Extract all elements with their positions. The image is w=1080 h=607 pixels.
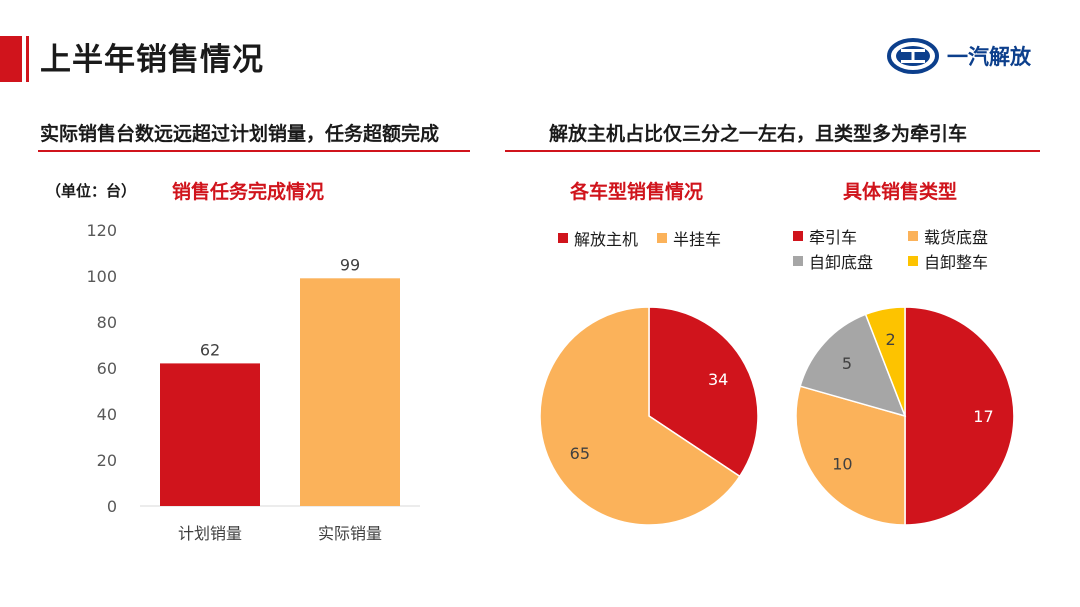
y-tick-label: 0 [107, 497, 117, 516]
legend-label: 自卸整车 [924, 253, 989, 272]
right-section-heading: 解放主机占比仅三分之一左右，且类型多为牵引车 [549, 123, 968, 145]
legend-swatch [793, 231, 803, 241]
legend-label: 牵引车 [809, 228, 858, 247]
legend-label: 解放主机 [574, 230, 639, 249]
pie-chart-2: 17 10 5 2 [795, 306, 1015, 526]
legend-label: 自卸底盘 [809, 253, 874, 272]
bar-data-label: 99 [340, 255, 360, 274]
legend-label: 半挂车 [673, 230, 722, 249]
x-tick-label: 实际销量 [318, 524, 382, 543]
pie-slice [864, 306, 906, 417]
pie-data-label: 34 [708, 370, 728, 389]
page-title: 上半年销售情况 [40, 42, 264, 78]
right-section-divider [505, 150, 1040, 152]
pie-chart-2-title: 具体销售类型 [843, 181, 958, 203]
legend-item: 自卸底盘 [793, 249, 873, 273]
faw-emblem-icon [887, 38, 939, 74]
bar-chart-title: 销售任务完成情况 [172, 181, 325, 203]
title-accent-bar [0, 36, 29, 82]
brand-logo: 一汽解放 [887, 38, 1031, 74]
legend-swatch [558, 233, 568, 243]
unit-label: （单位：台） [46, 182, 137, 200]
brand-name: 一汽解放 [947, 45, 1031, 69]
bar-data-label: 62 [200, 340, 220, 359]
y-tick-label: 100 [86, 267, 117, 286]
y-tick-label: 20 [97, 451, 117, 470]
legend-item: 半挂车 [657, 226, 721, 250]
legend-item: 牵引车 [793, 224, 857, 248]
pie-slice [795, 385, 906, 526]
pie-slice [799, 313, 907, 418]
pie-data-label: 17 [973, 407, 993, 426]
legend-swatch [908, 231, 918, 241]
pie-data-label: 65 [570, 444, 590, 463]
legend-item: 载货底盘 [908, 224, 988, 248]
legend-label: 载货底盘 [924, 228, 989, 247]
left-section-divider [38, 150, 470, 152]
y-tick-label: 80 [97, 313, 117, 332]
legend-item: 解放主机 [558, 226, 638, 250]
y-tick-label: 120 [86, 221, 117, 240]
bar [300, 278, 400, 506]
legend-swatch [657, 233, 667, 243]
pie-chart-1-title: 各车型销售情况 [570, 181, 704, 203]
pie-data-label: 2 [885, 330, 895, 349]
pie-slice [539, 306, 741, 526]
bar [160, 363, 260, 506]
x-tick-label: 计划销量 [178, 524, 242, 543]
pie-slice [904, 306, 1015, 526]
pie-data-label: 5 [842, 354, 852, 373]
pie-chart-1: 34 65 [539, 306, 759, 526]
legend-swatch [793, 256, 803, 266]
legend-swatch [908, 256, 918, 266]
y-tick-label: 40 [97, 405, 117, 424]
left-section-heading: 实际销售台数远远超过计划销量，任务超额完成 [40, 123, 440, 145]
pie-data-label: 10 [832, 454, 852, 473]
bar-chart: 0 20 40 60 80 100 120 62 计划销量 99 实际销量 [86, 221, 420, 543]
y-tick-label: 60 [97, 359, 117, 378]
legend-item: 自卸整车 [908, 249, 988, 273]
